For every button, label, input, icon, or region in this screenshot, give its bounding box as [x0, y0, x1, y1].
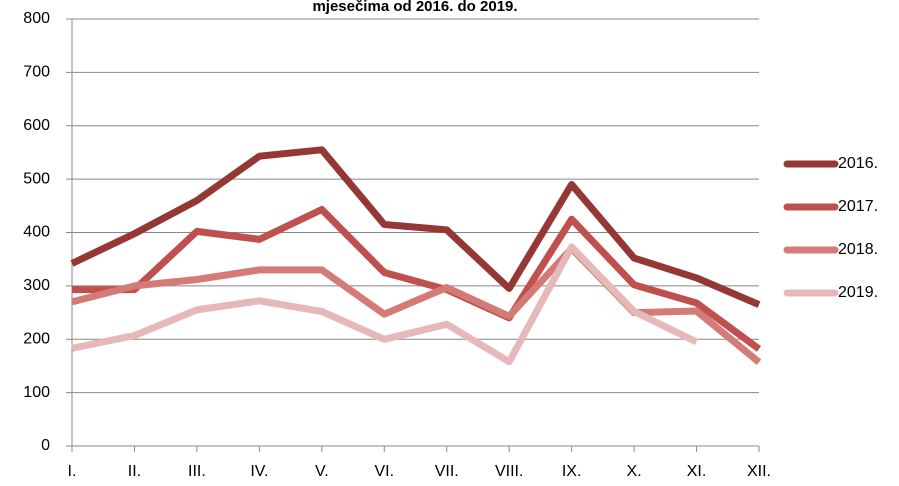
- y-tick-label: 300: [23, 277, 50, 294]
- legend-label: 2017.: [838, 198, 878, 215]
- x-tick-label: V.: [315, 463, 329, 480]
- legend-label: 2018.: [838, 241, 878, 258]
- x-tick-label: VIII.: [495, 463, 523, 480]
- x-tick-label: IX.: [562, 463, 582, 480]
- y-tick-label: 0: [41, 437, 50, 454]
- y-tick-label: 700: [23, 64, 50, 81]
- series-line: [71, 245, 762, 365]
- y-tick-label: 600: [23, 117, 50, 134]
- legend-label: 2019.: [838, 284, 878, 301]
- y-tick-label: 800: [23, 10, 50, 27]
- x-tick-label: X.: [627, 463, 642, 480]
- x-tick-label: XI.: [687, 463, 707, 480]
- x-tick-label: IV.: [250, 463, 268, 480]
- legend-label: 2016.: [838, 155, 878, 172]
- series-line: [72, 206, 762, 352]
- x-tick-label: III.: [188, 463, 206, 480]
- y-tick-label: 400: [23, 224, 50, 241]
- x-tick-label: XII.: [747, 463, 771, 480]
- x-tick-label: I.: [68, 463, 77, 480]
- series-line: [70, 146, 761, 308]
- y-tick-label: 100: [23, 384, 50, 401]
- x-tick-label: II.: [128, 463, 141, 480]
- y-tick-label: 500: [23, 170, 50, 187]
- chart-title: mjesečima od 2016. do 2019.: [312, 0, 517, 15]
- series-line: [71, 243, 699, 366]
- x-tick-label: VI.: [374, 463, 394, 480]
- y-tick-label: 200: [23, 330, 50, 347]
- x-tick-label: VII.: [435, 463, 459, 480]
